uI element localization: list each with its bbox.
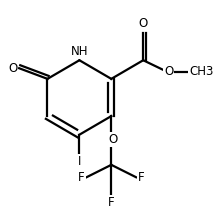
Text: F: F (78, 171, 85, 184)
Text: F: F (138, 171, 145, 184)
Text: O: O (164, 65, 174, 78)
Text: CH3: CH3 (189, 65, 214, 78)
Text: F: F (108, 196, 115, 209)
Text: O: O (8, 62, 17, 75)
Text: O: O (108, 133, 118, 146)
Text: O: O (139, 17, 148, 30)
Text: I: I (78, 155, 81, 168)
Text: NH: NH (71, 46, 88, 58)
